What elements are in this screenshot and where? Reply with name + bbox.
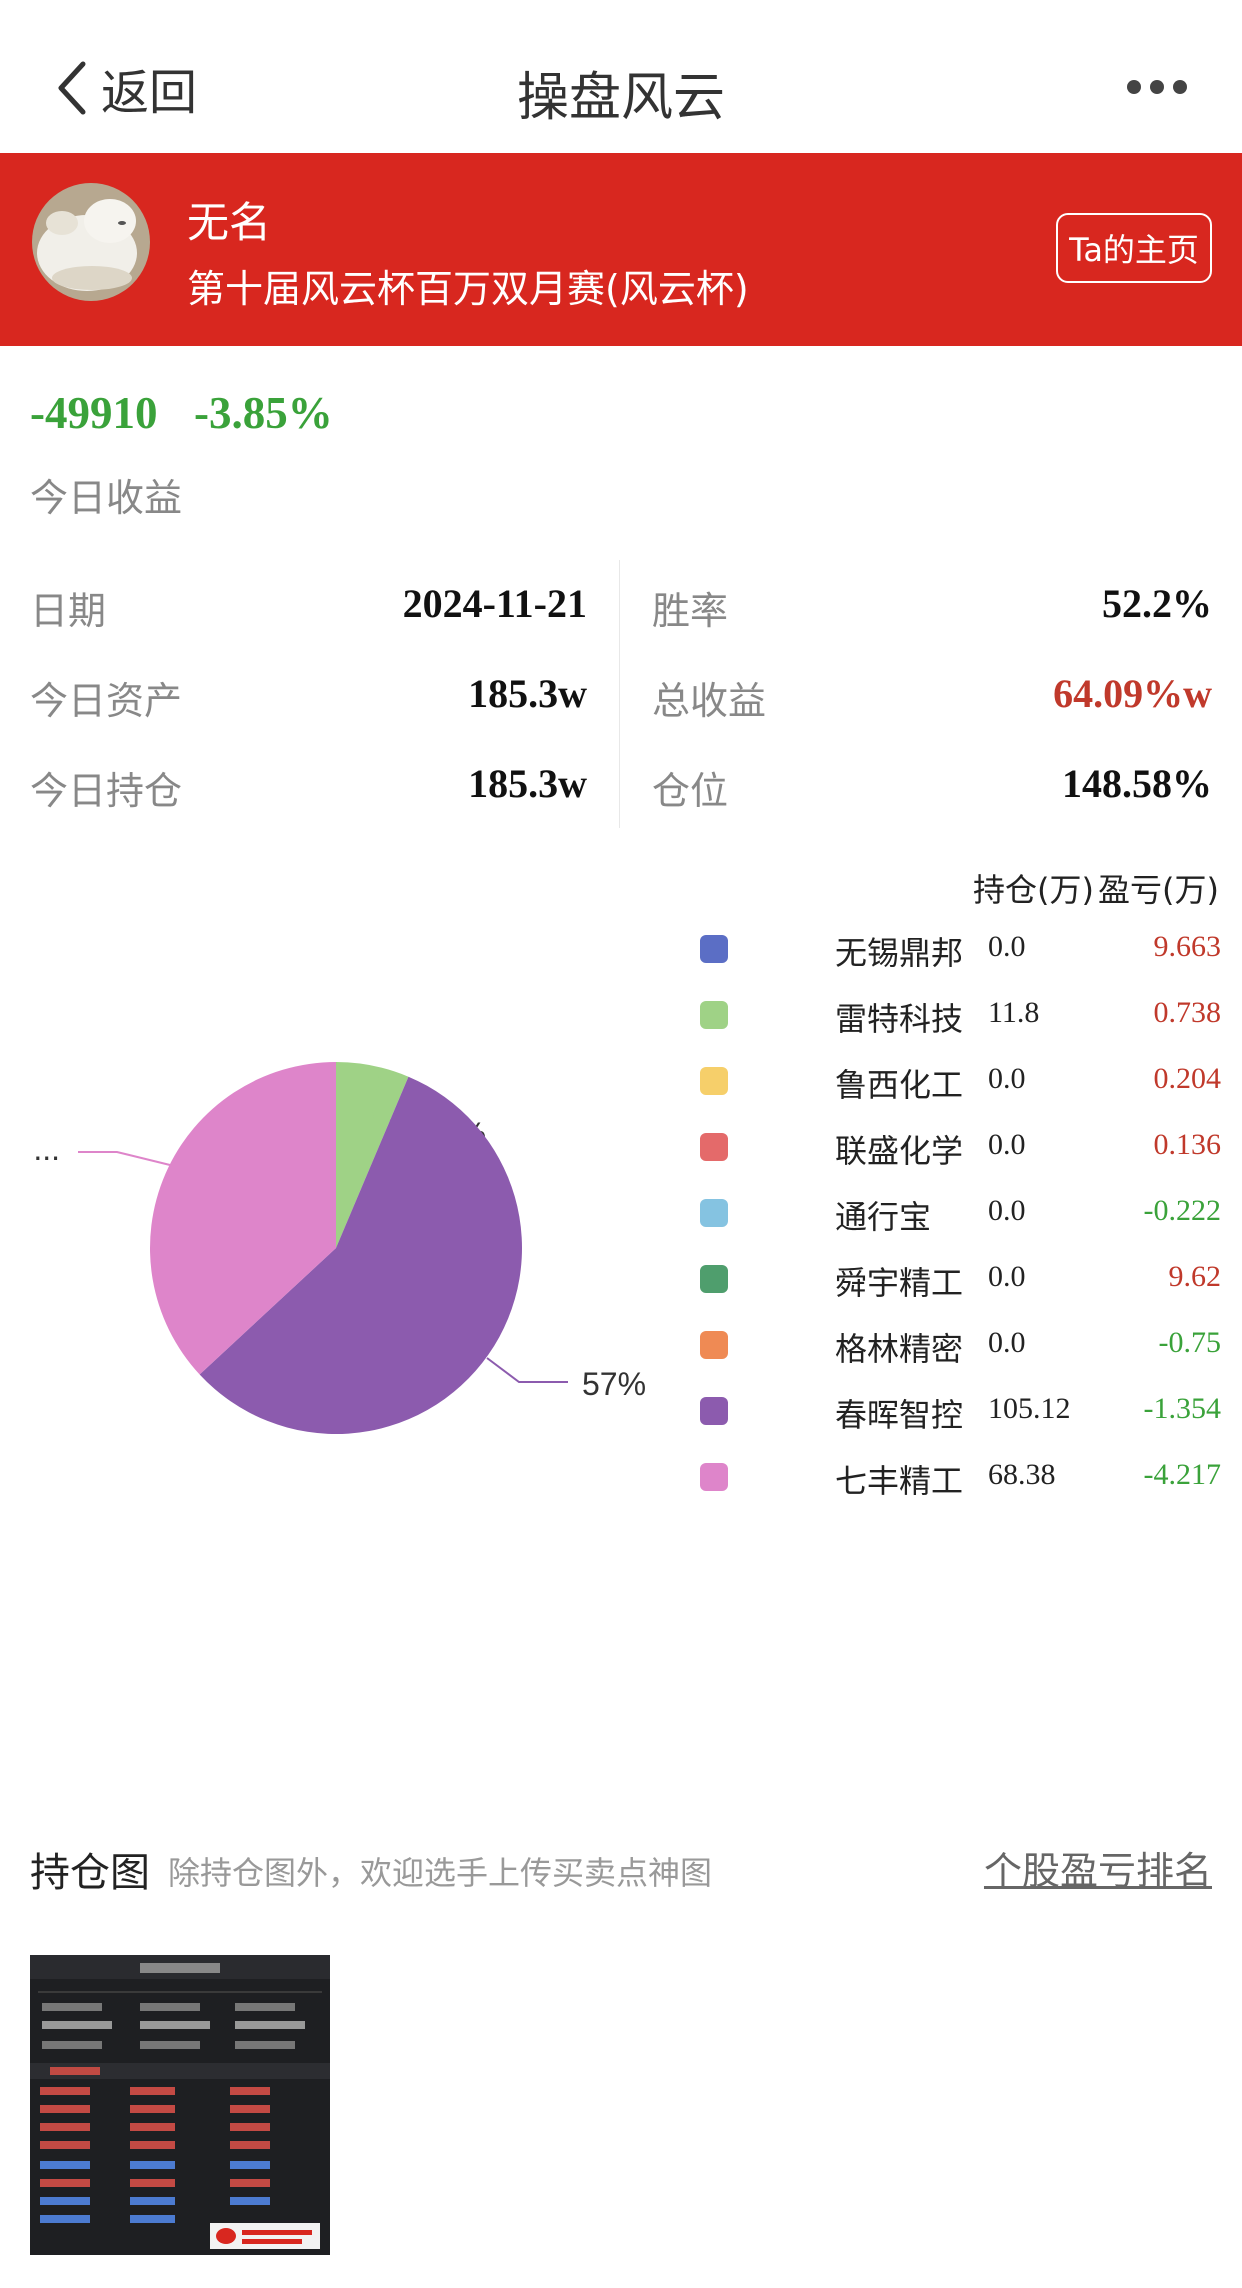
- pie-slice[interactable]: [199, 1076, 523, 1434]
- winrate-label: 胜率: [652, 589, 729, 633]
- today-profit-percent: -3.85%: [194, 388, 333, 438]
- chevron-left-icon: [58, 61, 86, 115]
- legend-position-value: 0.0: [988, 1062, 1026, 1095]
- holding-value: 185.3w: [468, 761, 587, 806]
- section-title: 持仓图: [30, 1850, 150, 1896]
- avatar[interactable]: [32, 183, 150, 301]
- holdings-screenshot-thumbnail[interactable]: [30, 1955, 330, 2255]
- today-profit-value: -49910: [30, 388, 158, 438]
- legend-pl-value: -0.222: [1143, 1194, 1222, 1227]
- more-icon[interactable]: [1127, 75, 1187, 99]
- pie-slice-label: ...: [33, 1131, 60, 1167]
- legend-position-value: 11.8: [988, 996, 1040, 1029]
- legend-header-pl: 盈亏(万): [1098, 871, 1219, 909]
- legend-pl-value: 0.136: [1153, 1128, 1222, 1161]
- pie-label-line: [486, 1357, 568, 1383]
- legend-swatch[interactable]: [700, 1265, 728, 1293]
- page-title: 操盘风云: [516, 68, 725, 128]
- pie-slice[interactable]: [336, 1062, 409, 1248]
- legend-position-value: 0.0: [988, 1326, 1026, 1359]
- legend-swatch[interactable]: [700, 935, 728, 963]
- legend-position-value: 0.0: [988, 1260, 1026, 1293]
- today-profit-label: 今日收益: [30, 476, 183, 520]
- stock-ranking-link[interactable]: 个股盈亏排名: [983, 1849, 1212, 1893]
- legend-stock-name: 鲁西化工: [835, 1066, 964, 1104]
- assets-label: 今日资产: [30, 679, 183, 723]
- user-banner: 无名 第十届风云杯百万双月赛(风云杯) Ta的主页: [0, 153, 1242, 346]
- legend-stock-name: 联盛化学: [835, 1132, 964, 1170]
- legend-pl-value: 9.663: [1153, 930, 1222, 963]
- date-value: 2024-11-21: [402, 581, 587, 626]
- back-button[interactable]: 返回: [55, 58, 197, 121]
- total-profit-label: 总收益: [652, 679, 767, 723]
- date-label: 日期: [30, 589, 107, 633]
- position-label: 仓位: [652, 769, 729, 813]
- legend-swatch[interactable]: [700, 1397, 728, 1425]
- legend-pl-value: 9.62: [1168, 1260, 1222, 1293]
- legend-header-position: 持仓(万): [973, 871, 1094, 909]
- legend-position-value: 0.0: [988, 930, 1026, 963]
- back-label: 返回: [101, 65, 198, 121]
- section-subtitle: 除持仓图外，欢迎选手上传买卖点神图: [168, 1854, 713, 1892]
- legend-stock-name: 舜宇精工: [835, 1264, 964, 1302]
- profile-home-button[interactable]: Ta的主页: [1056, 213, 1212, 283]
- legend-stock-name: 七丰精工: [835, 1462, 964, 1500]
- pie-label-line: [78, 1151, 171, 1166]
- legend-position-value: 68.38: [988, 1458, 1056, 1491]
- legend-pl-value: 0.738: [1153, 996, 1222, 1029]
- legend-stock-name: 通行宝: [835, 1198, 932, 1236]
- total-profit-value: 64.09%w: [1053, 671, 1212, 716]
- legend-swatch[interactable]: [700, 1067, 728, 1095]
- position-value: 148.58%: [1062, 761, 1212, 806]
- legend-stock-name: 格林精密: [835, 1330, 964, 1368]
- legend-stock-name: 无锡鼎邦: [835, 934, 964, 972]
- winrate-value: 52.2%: [1102, 581, 1212, 626]
- legend-position-value: 0.0: [988, 1194, 1026, 1227]
- assets-value: 185.3w: [468, 671, 587, 716]
- contest-name: 第十届风云杯百万双月赛(风云杯): [187, 267, 749, 311]
- legend-swatch[interactable]: [700, 1001, 728, 1029]
- holdings-pie-chart: 6%57%...: [33, 1062, 646, 1434]
- legend-pl-value: -0.75: [1158, 1326, 1222, 1359]
- legend-stock-name: 雷特科技: [835, 1000, 964, 1038]
- holding-label: 今日持仓: [30, 769, 183, 813]
- nav-bar: 返回 操盘风云: [0, 0, 1242, 153]
- legend-stock-name: 春晖智控: [835, 1396, 964, 1434]
- pie-slice[interactable]: [150, 1062, 336, 1375]
- legend-pl-value: -1.354: [1143, 1392, 1222, 1425]
- legend-swatch[interactable]: [700, 1463, 728, 1491]
- legend-position-value: 105.12: [988, 1392, 1071, 1425]
- user-name: 无名: [187, 198, 272, 247]
- legend-swatch[interactable]: [700, 1331, 728, 1359]
- legend-position-value: 0.0: [988, 1128, 1026, 1161]
- legend-swatch[interactable]: [700, 1133, 728, 1161]
- legend-pl-value: 0.204: [1153, 1062, 1222, 1095]
- legend-pl-value: -4.217: [1143, 1458, 1222, 1491]
- pie-slice-label: 57%: [582, 1366, 646, 1402]
- pie-label-line: [370, 1074, 398, 1121]
- legend-swatch[interactable]: [700, 1199, 728, 1227]
- stats-divider: [619, 560, 620, 828]
